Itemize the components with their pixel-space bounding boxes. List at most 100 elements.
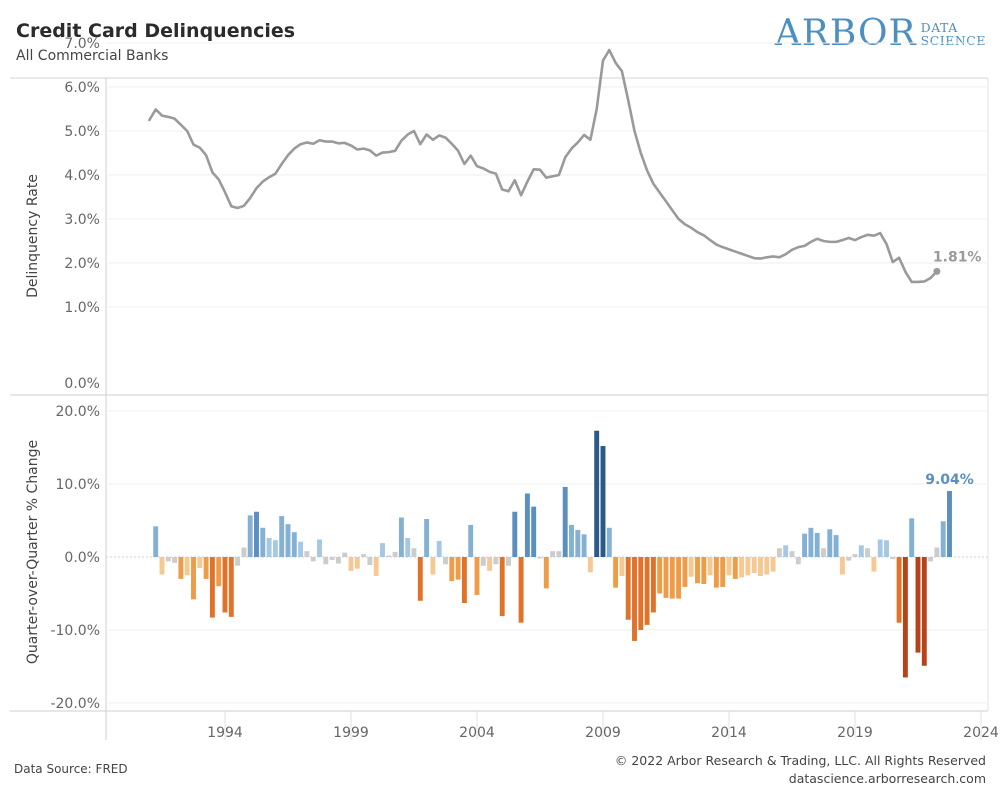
x-tick-label: 2004 <box>459 725 495 741</box>
qoq-bar <box>443 557 448 565</box>
qoq-bar <box>947 491 952 557</box>
qoq-bar <box>783 545 789 557</box>
qoq-bar <box>178 557 184 579</box>
qoq-bar <box>562 486 568 557</box>
qoq-bar <box>594 430 600 557</box>
y-tick-label: 5.0% <box>64 124 100 140</box>
qoq-bar <box>405 538 411 557</box>
qoq-bar <box>795 557 801 565</box>
qoq-bar <box>871 557 877 572</box>
delinquency-chart: 0.0%1.0%2.0%3.0%4.0%5.0%6.0%7.0% -20.0%-… <box>10 36 999 741</box>
qoq-bar <box>430 557 436 575</box>
x-tick-label: 2009 <box>585 725 621 741</box>
y-tick-label: 0.0% <box>64 550 100 566</box>
qoq-bar <box>417 557 423 601</box>
qoq-bar <box>298 541 304 557</box>
qoq-bar <box>424 519 430 557</box>
qoq-bar <box>890 557 896 560</box>
qoq-bar <box>726 557 732 576</box>
qoq-bar <box>701 557 707 585</box>
qoq-bar <box>272 540 278 557</box>
qoq-bar <box>865 548 871 557</box>
qoq-bar <box>512 511 518 557</box>
qoq-bar <box>493 557 499 565</box>
logo-sub-line1: DATA <box>920 19 958 35</box>
y-tick-label: 4.0% <box>64 168 100 184</box>
qoq-bar <box>600 446 606 557</box>
qoq-bar <box>751 557 757 574</box>
qoq-bar <box>644 557 650 625</box>
qoq-bar <box>222 557 228 613</box>
qoq-bar <box>348 557 354 571</box>
qoq-bar <box>254 511 259 557</box>
qoq-bar <box>896 557 902 623</box>
qoq-bar <box>632 557 637 641</box>
line-end-marker <box>933 267 941 275</box>
line-chart-y-ticks: 0.0% 1.0% 2.0% 3.0% 4.0% 5.0% 6.0% 7.0% <box>64 36 100 392</box>
qoq-bar <box>543 557 549 589</box>
qoq-bar <box>758 557 763 576</box>
qoq-bar <box>380 543 385 557</box>
y-tick-label: 6.0% <box>64 80 100 96</box>
qoq-bar <box>934 547 940 557</box>
qoq-bar <box>808 527 814 557</box>
qoq-bar <box>392 551 398 557</box>
qoq-bar <box>902 557 908 678</box>
qoq-bar <box>802 533 808 557</box>
qoq-bar <box>531 506 537 557</box>
qoq-bar <box>764 557 770 575</box>
chart-title: Credit Card Delinquencies <box>16 20 296 42</box>
qoq-bar <box>789 551 795 557</box>
y-tick-label: 0.0% <box>64 376 100 392</box>
qoq-bars <box>153 430 952 678</box>
y-tick-label: -10.0% <box>50 623 100 639</box>
qoq-bar <box>373 557 379 576</box>
bar-chart-y-ticks: -20.0% -10.0% 0.0% 10.0% 20.0% <box>50 404 100 712</box>
qoq-bar <box>172 557 178 563</box>
qoq-bar <box>669 557 675 599</box>
qoq-bar <box>342 552 348 557</box>
qoq-bar <box>550 551 556 557</box>
website-link[interactable]: datascience.arborresearch.com <box>788 771 986 786</box>
qoq-bar <box>814 532 820 557</box>
qoq-bar <box>474 557 480 595</box>
y-tick-label: 10.0% <box>56 477 100 493</box>
qoq-bar <box>317 539 322 557</box>
qoq-bar <box>461 557 467 603</box>
y-tick-label: -20.0% <box>50 696 100 712</box>
qoq-bar <box>266 538 272 557</box>
qoq-bar <box>411 548 417 557</box>
qoq-bar <box>310 557 316 562</box>
line-chart-gridlines <box>106 42 988 308</box>
qoq-bar <box>625 557 631 620</box>
qoq-bar <box>487 557 493 571</box>
qoq-bar <box>676 557 682 599</box>
qoq-bar <box>260 527 266 557</box>
qoq-bar <box>663 557 669 598</box>
qoq-bar <box>713 557 719 588</box>
qoq-bar <box>480 557 486 566</box>
qoq-bar <box>884 540 889 557</box>
chart-subtitle: All Commercial Banks <box>16 48 169 64</box>
qoq-bar <box>361 554 367 557</box>
qoq-bar <box>770 557 776 572</box>
qoq-bar <box>858 545 864 557</box>
qoq-bar <box>209 557 215 618</box>
qoq-bar <box>739 557 745 578</box>
qoq-bar <box>682 557 688 587</box>
qoq-bar <box>285 524 291 557</box>
qoq-bar <box>776 548 782 557</box>
qoq-bar <box>940 521 946 557</box>
qoq-bar <box>323 557 329 565</box>
y-tick-label: 7.0% <box>64 36 100 52</box>
arbor-logo: ARBOR DATA SCIENCE <box>775 14 986 54</box>
qoq-bar <box>468 524 474 557</box>
qoq-bar <box>518 557 524 623</box>
bar-chart-y-label: Quarter-over-Quarter % Change <box>25 440 41 664</box>
qoq-bar <box>745 557 751 576</box>
qoq-bar <box>688 557 694 577</box>
qoq-bar <box>732 557 738 579</box>
x-tick-label: 2014 <box>711 725 747 741</box>
data-source: Data Source: FRED <box>14 762 128 776</box>
qoq-bar <box>606 527 612 557</box>
